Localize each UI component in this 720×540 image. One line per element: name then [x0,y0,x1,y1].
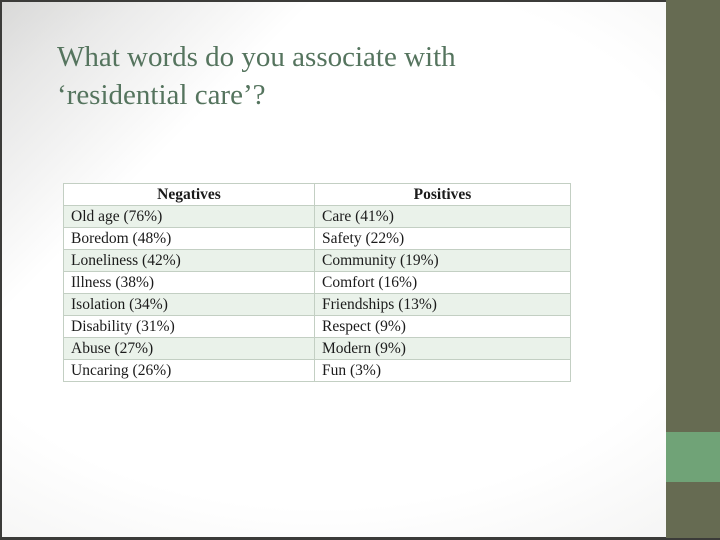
slide-title-line2: ‘residential care’? [57,79,266,111]
table-cell-positive: Comfort (16%) [314,271,571,294]
table-row: Illness (38%) Comfort (16%) [63,271,571,294]
slide-background: What words do you associate with ‘reside… [2,2,666,537]
slide-title-line1: What words do you associate with [57,41,456,73]
associations-table: Negatives Positives Old age (76%) Care (… [63,183,571,382]
table-cell-negative: Old age (76%) [63,205,315,228]
sidebar-band [666,0,720,538]
table-cell-negative: Illness (38%) [63,271,315,294]
table-cell-positive: Safety (22%) [314,227,571,250]
table-cell-negative: Isolation (34%) [63,293,315,316]
table-cell-positive: Respect (9%) [314,315,571,338]
table-header-positives: Positives [314,183,571,206]
table-row: Uncaring (26%) Fun (3%) [63,359,571,382]
table-row: Loneliness (42%) Community (19%) [63,249,571,272]
table-cell-negative: Boredom (48%) [63,227,315,250]
sidebar-accent-square [666,432,720,482]
table-cell-negative: Abuse (27%) [63,337,315,360]
table-header-row: Negatives Positives [63,183,571,206]
table-cell-positive: Care (41%) [314,205,571,228]
slide-title: What words do you associate with ‘reside… [57,38,637,114]
table-cell-positive: Friendships (13%) [314,293,571,316]
table-row: Boredom (48%) Safety (22%) [63,227,571,250]
table-cell-negative: Uncaring (26%) [63,359,315,382]
table-cell-positive: Fun (3%) [314,359,571,382]
table-row: Disability (31%) Respect (9%) [63,315,571,338]
table-cell-positive: Modern (9%) [314,337,571,360]
table-row: Isolation (34%) Friendships (13%) [63,293,571,316]
table-cell-negative: Disability (31%) [63,315,315,338]
table-row: Abuse (27%) Modern (9%) [63,337,571,360]
table-row: Old age (76%) Care (41%) [63,205,571,228]
table-cell-positive: Community (19%) [314,249,571,272]
table-header-negatives: Negatives [63,183,315,206]
table-cell-negative: Loneliness (42%) [63,249,315,272]
